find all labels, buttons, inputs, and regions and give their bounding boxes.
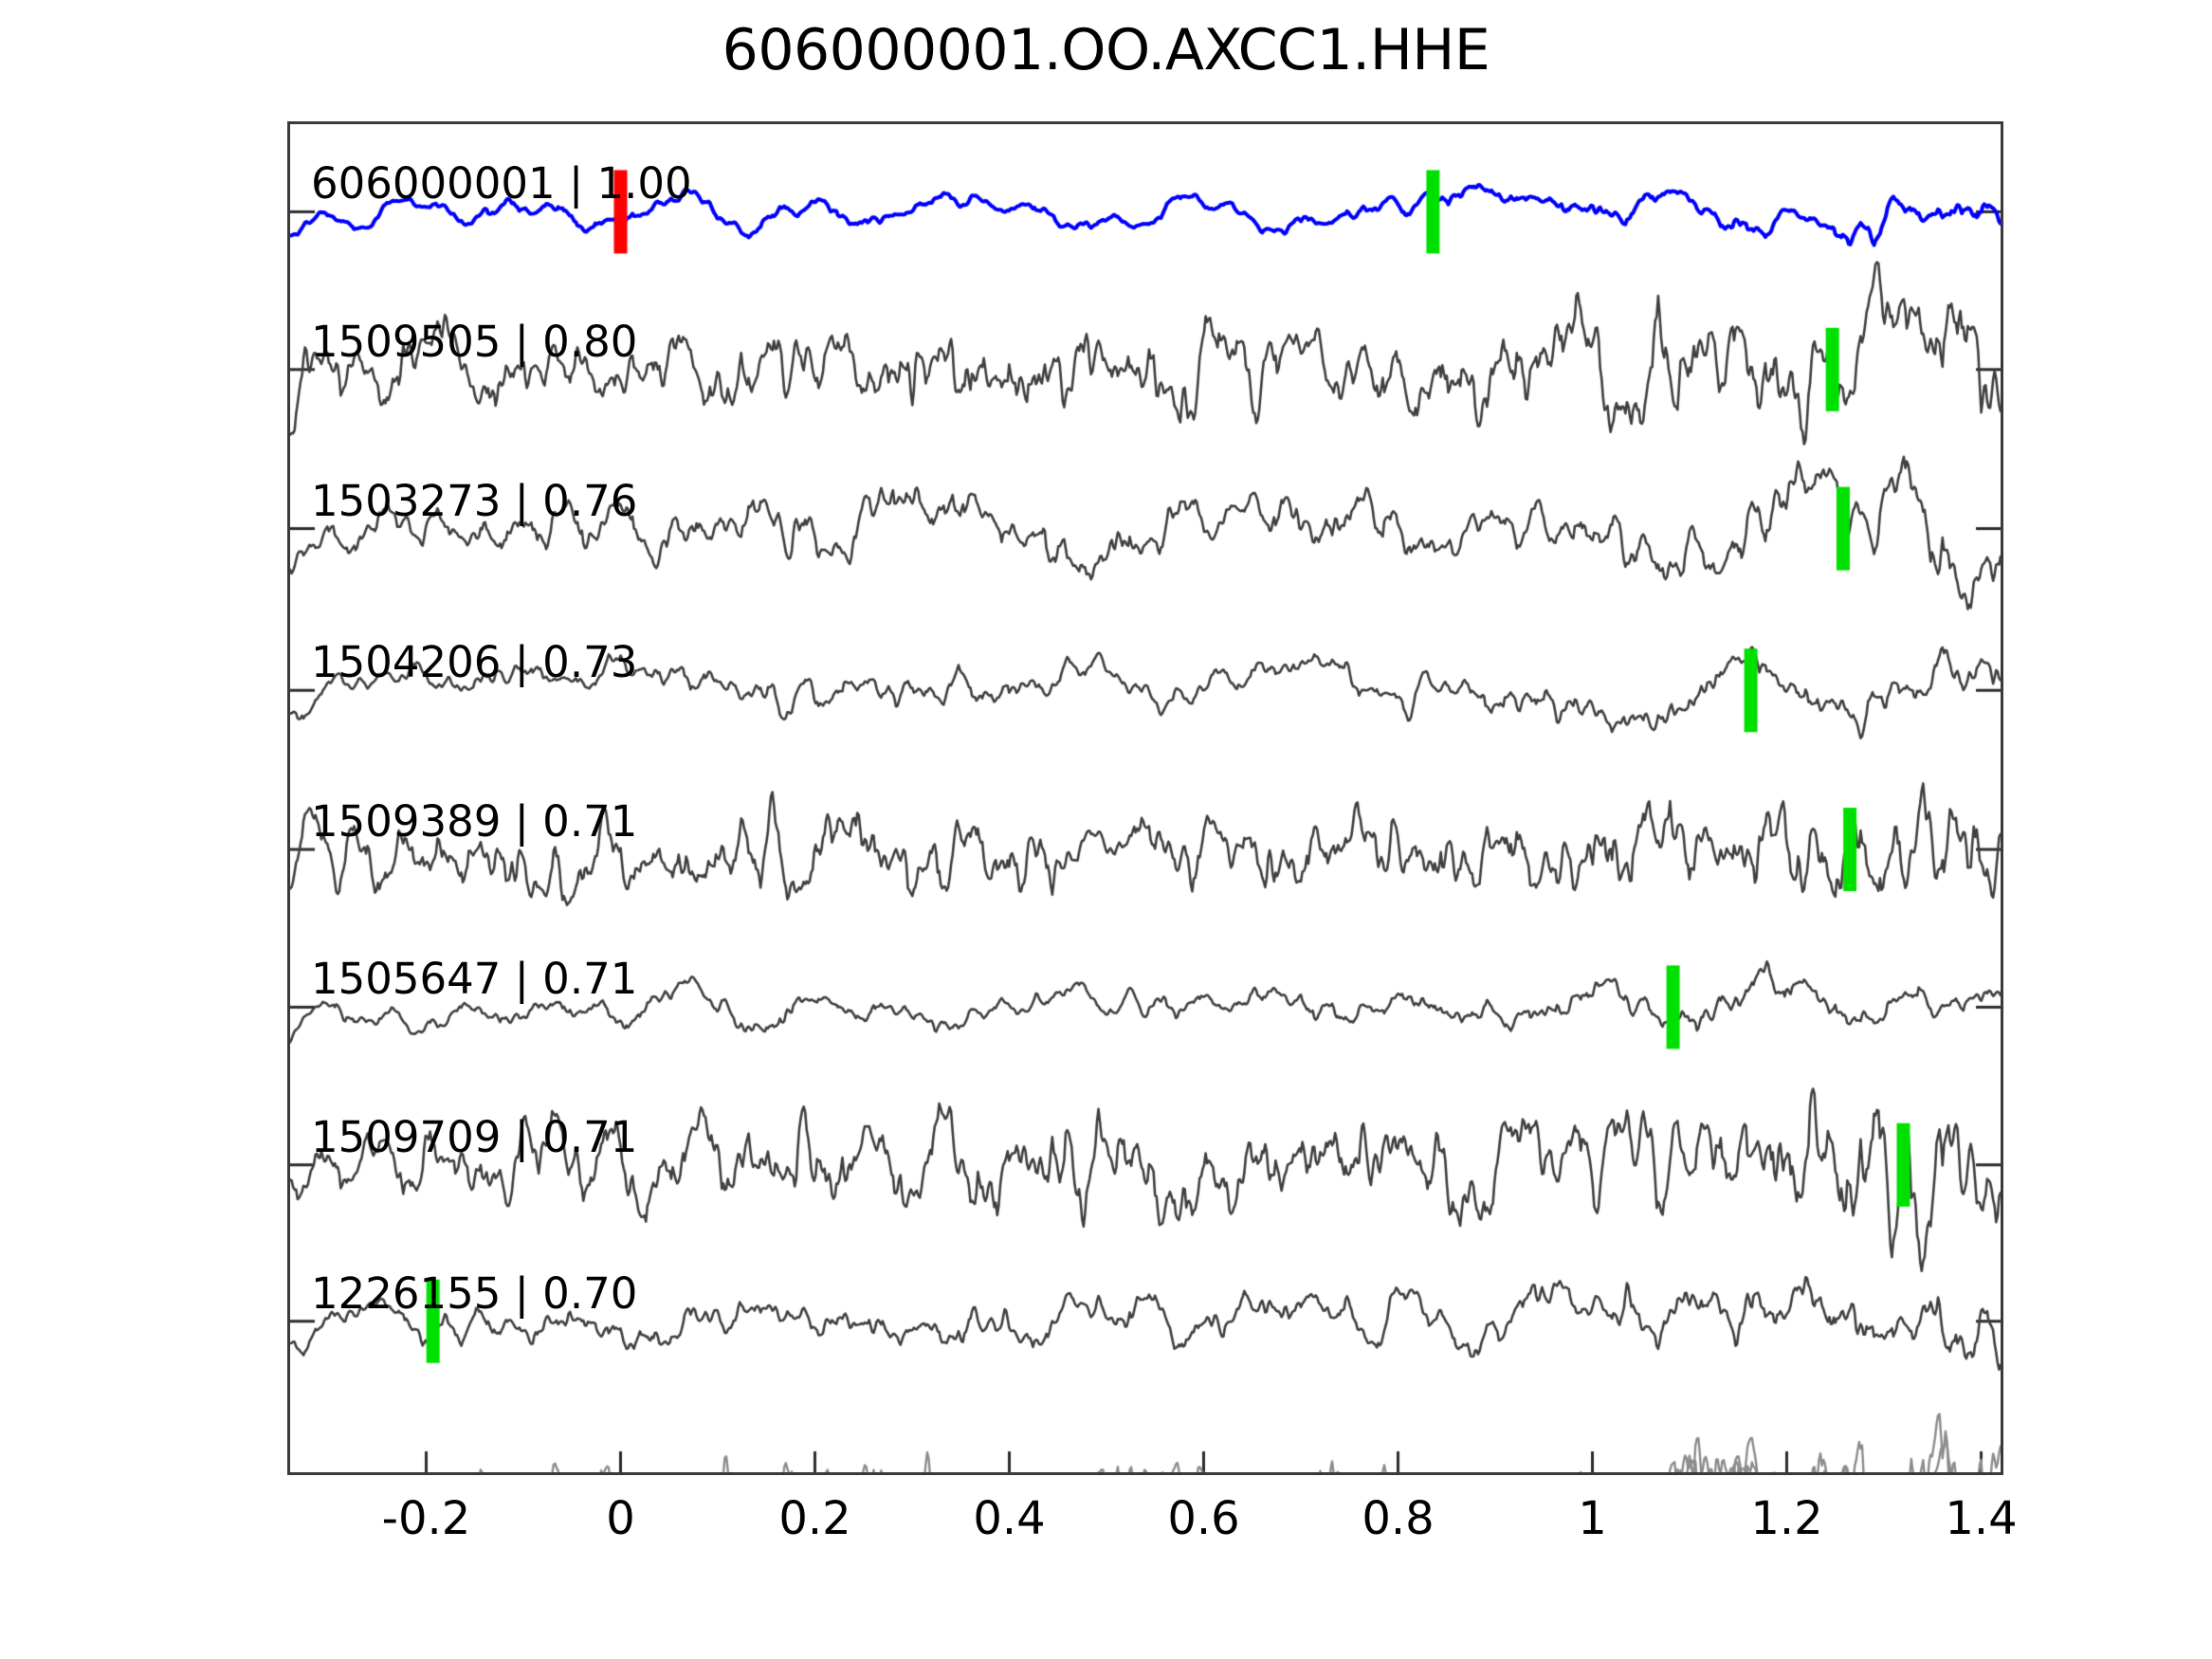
trace-label-1509389: 1509389 | 0.71 (311, 796, 638, 848)
x-tick-label-6: 1 (1578, 1492, 1607, 1545)
trace-label-1509505: 1509505 | 0.80 (311, 316, 638, 367)
x-tick-label-7: 1.2 (1750, 1492, 1823, 1545)
x-tick-label-3: 0.4 (973, 1492, 1046, 1545)
waveform-canvas (290, 124, 2001, 1472)
x-tick-label-2: 0.2 (778, 1492, 851, 1545)
page-title: 606000001.OO.AXCC1.HHE (722, 17, 1490, 83)
trace-label-1509709: 1509709 | 0.71 (311, 1111, 638, 1162)
trace-label-1503273: 1503273 | 0.76 (311, 475, 638, 526)
x-tick-label-5: 0.8 (1362, 1492, 1435, 1545)
plot-area (287, 121, 2003, 1475)
trace-label-606000001: 606000001 | 1.00 (311, 158, 692, 210)
x-tick-label-1: 0 (606, 1492, 635, 1545)
x-tick-label-8: 1.4 (1945, 1492, 2018, 1545)
trace-label-1504206: 1504206 | 0.73 (311, 637, 638, 688)
trace-label-1505647: 1505647 | 0.71 (311, 954, 638, 1005)
x-tick-label-0: -0.2 (381, 1492, 471, 1545)
trace-label-1226155: 1226155 | 0.70 (311, 1267, 638, 1319)
x-tick-label-4: 0.6 (1167, 1492, 1240, 1545)
